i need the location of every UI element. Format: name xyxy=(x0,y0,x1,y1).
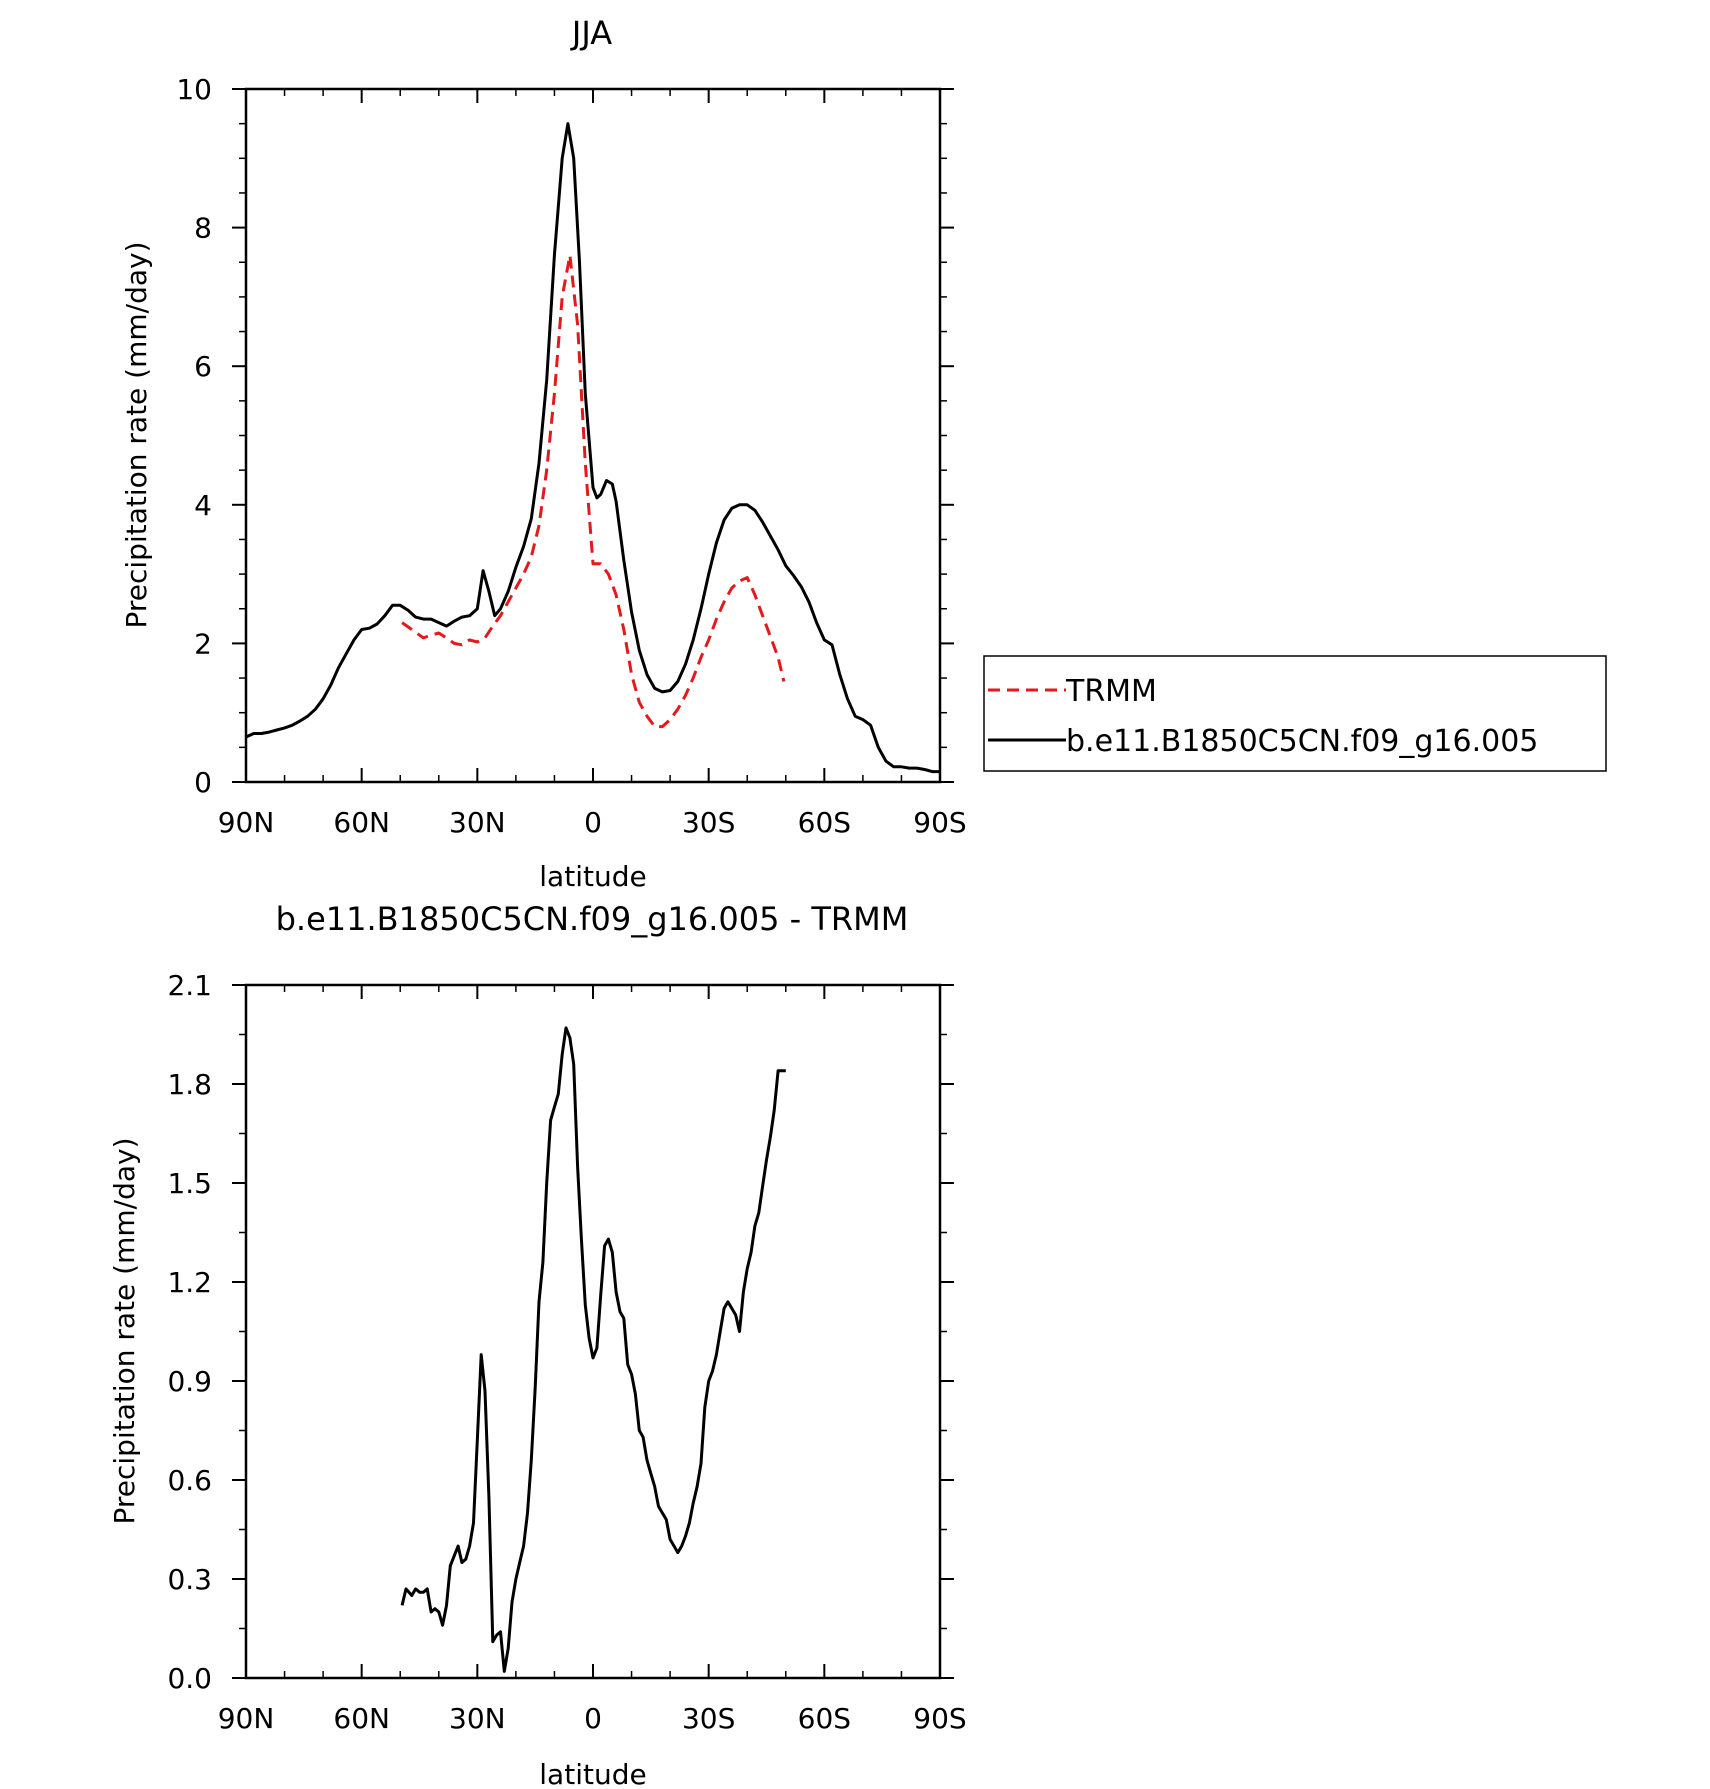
y-tick-label: 8 xyxy=(194,212,212,245)
legend-box xyxy=(983,655,1607,772)
plot-frame-bottom xyxy=(244,983,942,1680)
x-tick-label: 0 xyxy=(584,806,602,839)
chart-bottom-panel: b.e11.B1850C5CN.f09_g16.005 - TRMM 90N 60… xyxy=(108,900,967,1789)
y-axis-label-top: Precipitation rate (mm/day) xyxy=(120,241,153,628)
y-tick-label: 2.1 xyxy=(167,969,212,1002)
y-tick-label: 0.3 xyxy=(167,1563,212,1596)
series-line-bottom-difference xyxy=(400,1026,786,1673)
y-tick-label: 1.8 xyxy=(167,1068,212,1101)
y-tick-label: 4 xyxy=(194,489,212,522)
y-tick-label: 1.5 xyxy=(167,1167,212,1200)
series-lines-top xyxy=(245,122,940,774)
y-tick-label: 10 xyxy=(176,73,212,106)
x-tick-label: 90N xyxy=(218,806,275,839)
legend: TRMM b.e11.B1850C5CN.f09_g16.005 xyxy=(983,655,1607,772)
legend-label-trmm: TRMM xyxy=(1065,674,1157,709)
y-tick-label: 6 xyxy=(194,350,212,383)
x-tick-label: 90S xyxy=(913,1702,966,1735)
y-tick-label: 0.9 xyxy=(167,1365,212,1398)
x-tick-label: 30N xyxy=(449,1702,506,1735)
x-tick-label: 90S xyxy=(913,806,966,839)
x-tick-label: 30N xyxy=(449,806,506,839)
x-tick-label: 0 xyxy=(584,1702,602,1735)
y-axis-label-bottom: Precipitation rate (mm/day) xyxy=(108,1137,141,1524)
y-tick-label: 2 xyxy=(194,627,212,660)
x-tick-label: 60S xyxy=(798,1702,851,1735)
y-tick-label: 0.0 xyxy=(167,1662,212,1695)
chart-title-top: JJA xyxy=(570,14,612,52)
x-tick-label: 30S xyxy=(682,806,735,839)
x-tick-label: 60N xyxy=(333,806,390,839)
x-tick-label: 60N xyxy=(333,1702,390,1735)
legend-label-model: b.e11.B1850C5CN.f09_g16.005 xyxy=(1066,724,1538,759)
plot-frame-top xyxy=(244,87,942,784)
series-line-top-b-e11-b1850c5cn-f09-g16-005 xyxy=(245,122,940,774)
x-axis-label-top: latitude xyxy=(539,860,646,893)
chart-title-bottom: b.e11.B1850C5CN.f09_g16.005 - TRMM xyxy=(276,900,909,938)
y-tick-label: 0.6 xyxy=(167,1464,212,1497)
series-lines-bottom xyxy=(400,1026,786,1673)
x-axis-label-bottom: latitude xyxy=(539,1758,646,1789)
x-tick-label: 30S xyxy=(682,1702,735,1735)
y-tick-label: 1.2 xyxy=(167,1266,212,1299)
series-line-top-trmm xyxy=(401,253,786,729)
x-tick-label: 60S xyxy=(798,806,851,839)
x-tick-label: 90N xyxy=(218,1702,275,1735)
axis-ticks-bottom: 90N 60N 30N 0 30S 60S 90S 0.0 0.3 0.6 0.9 1.2 1.5 1.8… xyxy=(167,969,966,1735)
y-tick-label: 0 xyxy=(194,766,212,799)
axis-ticks-top: 90N 60N 30N 0 30S 60S 90S 0 2 4 6 8 10 xyxy=(176,73,966,839)
